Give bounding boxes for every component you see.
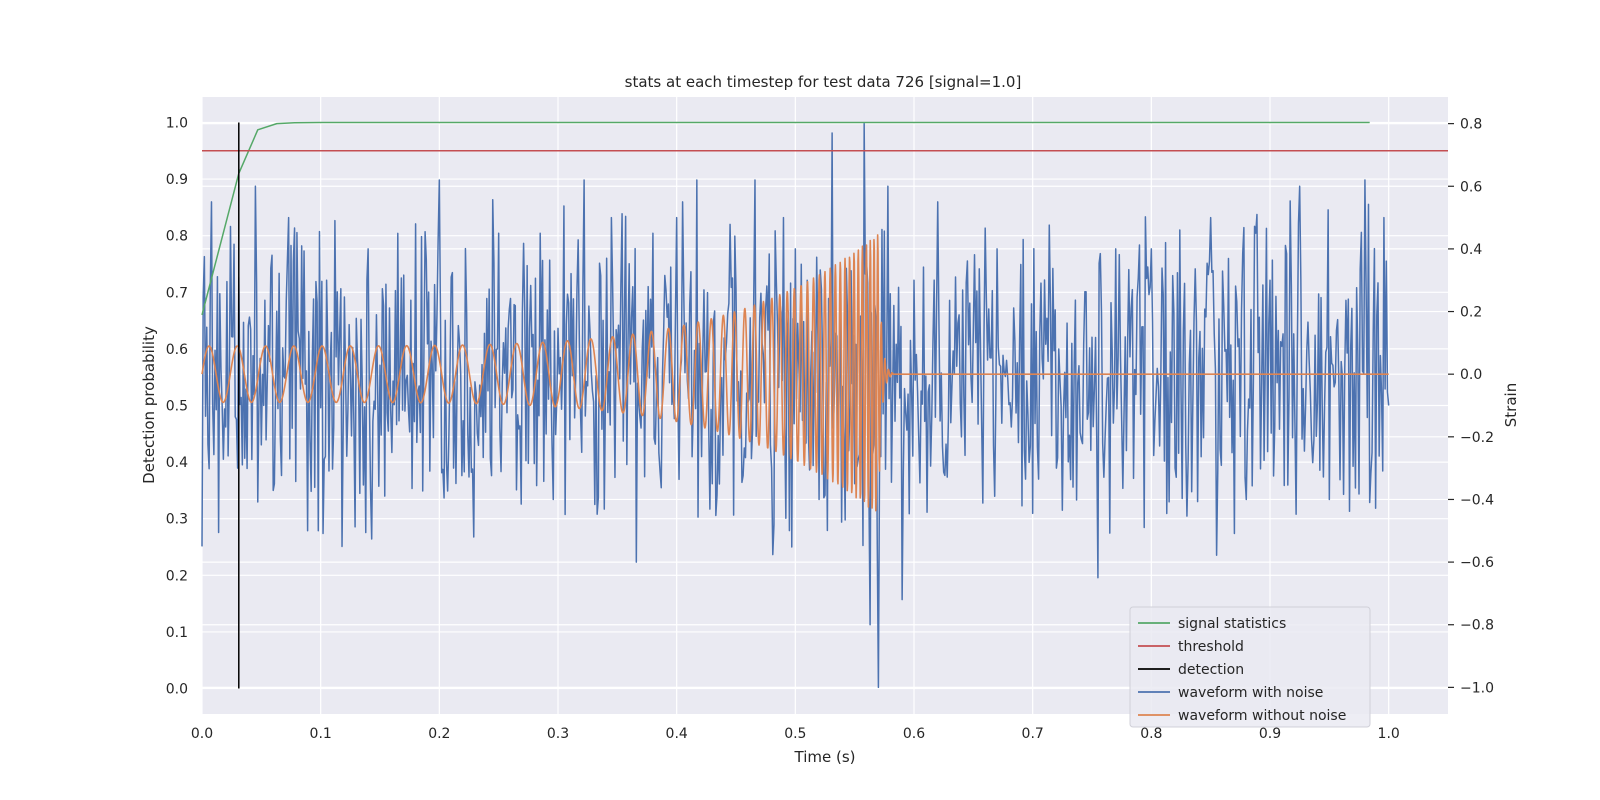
y2-tick-label: −0.8 (1460, 618, 1494, 634)
legend-label: waveform with noise (1178, 685, 1323, 701)
y-tick-label: 0.0 (166, 682, 188, 698)
legend: signal statistics threshold detection wavef… (1129, 606, 1371, 728)
y-tick-label: 0.3 (166, 512, 188, 528)
legend-label: signal statistics (1178, 616, 1286, 632)
y2-tick-label: 0.4 (1460, 242, 1482, 258)
y-tick-label: 0.2 (166, 568, 188, 584)
y-tick-label: 0.9 (166, 172, 188, 188)
x-tick-label: 1.0 (1378, 726, 1400, 742)
x-axis-label: Time (s) (794, 748, 856, 766)
x-tick-label: 0.4 (666, 726, 688, 742)
y-tick-label: 0.5 (166, 399, 188, 415)
x-tick-label: 0.2 (428, 726, 450, 742)
x-tick-label: 0.8 (1140, 726, 1162, 742)
legend-label: detection (1178, 662, 1244, 678)
y-axis-label: Detection probability (140, 326, 158, 484)
y2-tick-label: −1.0 (1460, 680, 1494, 696)
x-tick-label: 0.6 (903, 726, 925, 742)
y-tick-label: 0.1 (166, 625, 188, 641)
y2-tick-label: 0.8 (1460, 117, 1482, 133)
series-line-waveform-with-noise (201, 122, 1390, 689)
y-tick-label: 0.4 (166, 455, 188, 471)
y-tick-label: 0.7 (166, 285, 188, 301)
y2-tick-label: 0.0 (1460, 367, 1482, 383)
y-tick-label: 1.0 (166, 115, 188, 131)
x-tick-label: 0.9 (1259, 726, 1281, 742)
series-layer (201, 121, 1448, 689)
y2-tick-label: 0.6 (1460, 179, 1482, 195)
y-tick-label: 0.8 (166, 229, 188, 245)
y2-tick-label: −0.2 (1460, 430, 1494, 446)
x-tick-label: 0.7 (1022, 726, 1044, 742)
x-tick-label: 0.5 (784, 726, 806, 742)
x-tick-label: 0.3 (547, 726, 569, 742)
y2-tick-label: 0.2 (1460, 305, 1482, 321)
y2-tick-label: −0.6 (1460, 555, 1494, 571)
x-tick-label: 0.0 (191, 726, 213, 742)
legend-label: waveform without noise (1178, 708, 1346, 724)
series-line-waveform-without-noise (201, 234, 1390, 512)
y-tick-label: 0.6 (166, 342, 188, 358)
x-tick-label: 0.1 (310, 726, 332, 742)
chart-title: stats at each timestep for test data 726… (625, 73, 1022, 91)
y2-axis-label: Strain (1502, 383, 1520, 427)
y2-tick-label: −0.4 (1460, 492, 1494, 508)
axes-layer: 0.0 0.1 0.2 0.3 0.4 0.5 0.6 0.7 0.8 0.9 1.0 0.0 0.1 0… (166, 115, 1494, 742)
legend-label: threshold (1178, 639, 1244, 655)
legend-frame (1129, 606, 1371, 728)
series-line-signal-statistics (201, 121, 1370, 316)
